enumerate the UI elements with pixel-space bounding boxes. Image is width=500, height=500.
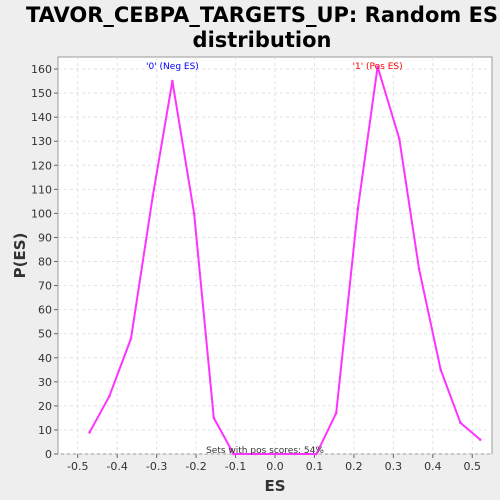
y-tick-label: 160 [31, 63, 52, 76]
y-tick-label: 90 [38, 231, 52, 244]
grid [58, 57, 492, 455]
data-point [253, 452, 257, 456]
data-point [356, 207, 360, 210]
data-point [417, 267, 421, 271]
data-point [439, 368, 443, 372]
x-tick-label: -0.3 [146, 460, 167, 473]
y-tick-label: 70 [38, 280, 52, 293]
y-tick-label: 40 [38, 352, 52, 365]
data-point [459, 421, 462, 425]
x-tick-label: -0.4 [106, 460, 127, 473]
data-point [273, 452, 277, 456]
y-tick-label: 50 [38, 328, 52, 341]
y-tick-label: 130 [31, 135, 52, 148]
data-point [88, 431, 91, 434]
y-tick-label: 100 [31, 207, 52, 220]
y-tick-label: 120 [31, 159, 52, 172]
data-point [107, 394, 111, 398]
y-tick-label: 80 [38, 256, 52, 269]
y-tick-label: 60 [38, 304, 52, 317]
y-tick-label: 150 [31, 87, 52, 100]
y-tick-label: 0 [45, 448, 52, 461]
data-point [151, 195, 154, 198]
data-point [232, 452, 235, 456]
x-axis-label: ES [264, 477, 285, 495]
data-point [293, 452, 297, 456]
data-point [315, 452, 318, 456]
data-point [129, 337, 133, 340]
data-point [478, 438, 482, 441]
x-tick-label: -0.2 [185, 460, 206, 473]
data-point [171, 79, 174, 83]
y-tick-label: 10 [38, 424, 52, 437]
x-tick-label: -0.5 [67, 460, 88, 473]
x-tick-label: 0.5 [464, 460, 482, 473]
footnote: Sets with pos scores: 54% [206, 446, 324, 456]
x-tick-label: -0.1 [225, 460, 246, 473]
y-tick-label: 20 [38, 400, 52, 413]
y-tick-label: 30 [38, 376, 52, 389]
data-point [192, 212, 196, 215]
series-layer [88, 65, 482, 456]
axis-ticks: -0.5 -0.4 -0.3 -0.2 -0.1 0.0 0.1 0.2 0.3 0.4 0.5 0 1… [31, 63, 481, 473]
x-tick-label: 0.1 [306, 460, 324, 473]
x-tick-label: 0.3 [385, 460, 403, 473]
chart-title-line1: TAVOR_CEBPA_TARGETS_UP: Random ES [26, 3, 498, 27]
annotation-label: '1' (Pos ES) [353, 62, 403, 72]
y-axis-label: P(ES) [11, 233, 29, 279]
data-point [334, 411, 338, 415]
data-point [397, 137, 401, 141]
chart-title-line2: distribution [193, 28, 332, 52]
y-tick-label: 110 [31, 183, 52, 196]
data-point [376, 65, 379, 68]
y-tick-label: 140 [31, 111, 52, 124]
x-tick-label: 0.0 [266, 460, 284, 473]
series-line [88, 65, 481, 455]
data-point [212, 416, 216, 420]
x-tick-label: 0.4 [424, 460, 442, 473]
annotations: '0' (Neg ES) '1' (Pos ES) [146, 62, 403, 72]
annotation-label: '0' (Neg ES) [146, 62, 199, 72]
x-tick-label: 0.2 [345, 460, 363, 473]
